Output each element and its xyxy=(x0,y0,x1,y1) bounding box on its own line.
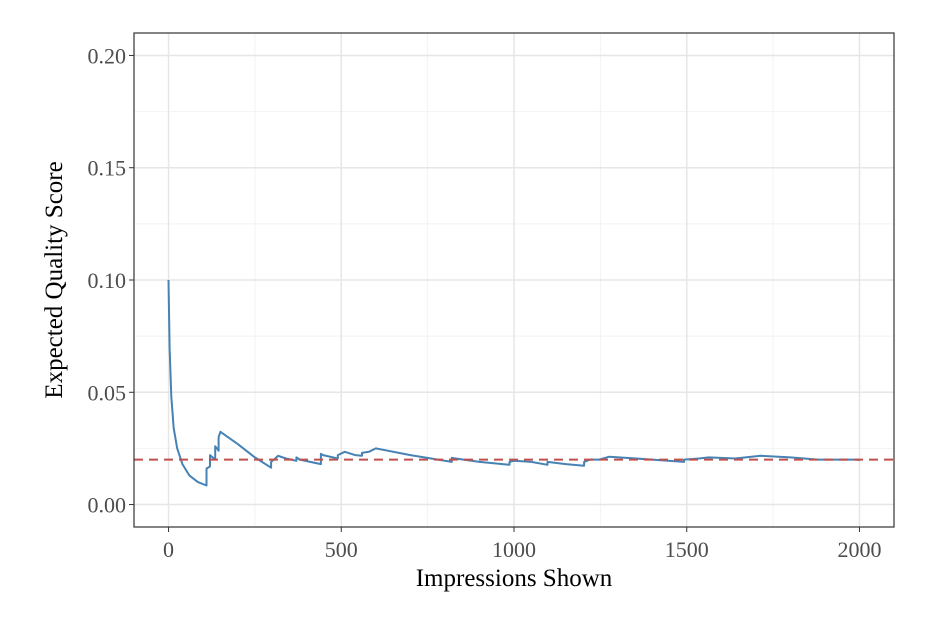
x-tick-label: 1000 xyxy=(492,537,536,562)
x-tick-label: 500 xyxy=(325,537,358,562)
x-axis-title: Impressions Shown xyxy=(416,565,613,592)
gridlines xyxy=(134,33,894,527)
y-tick-label: 0.15 xyxy=(88,156,127,181)
x-tick-label: 1500 xyxy=(665,537,709,562)
x-tick-label: 2000 xyxy=(837,537,881,562)
y-tick-label: 0.10 xyxy=(88,268,127,293)
y-tick-label: 0.00 xyxy=(88,493,127,518)
x-axis: 0 500 1000 1500 2000 xyxy=(163,527,881,562)
series-line xyxy=(167,279,860,487)
y-tick-label: 0.05 xyxy=(88,380,127,405)
y-axis: 0.00 0.05 0.10 0.15 0.20 xyxy=(88,43,134,518)
y-tick-label: 0.20 xyxy=(88,43,127,68)
y-axis-title: Expected Quality Score xyxy=(41,161,68,398)
x-tick-label: 0 xyxy=(163,537,174,562)
series-lines xyxy=(134,279,894,487)
